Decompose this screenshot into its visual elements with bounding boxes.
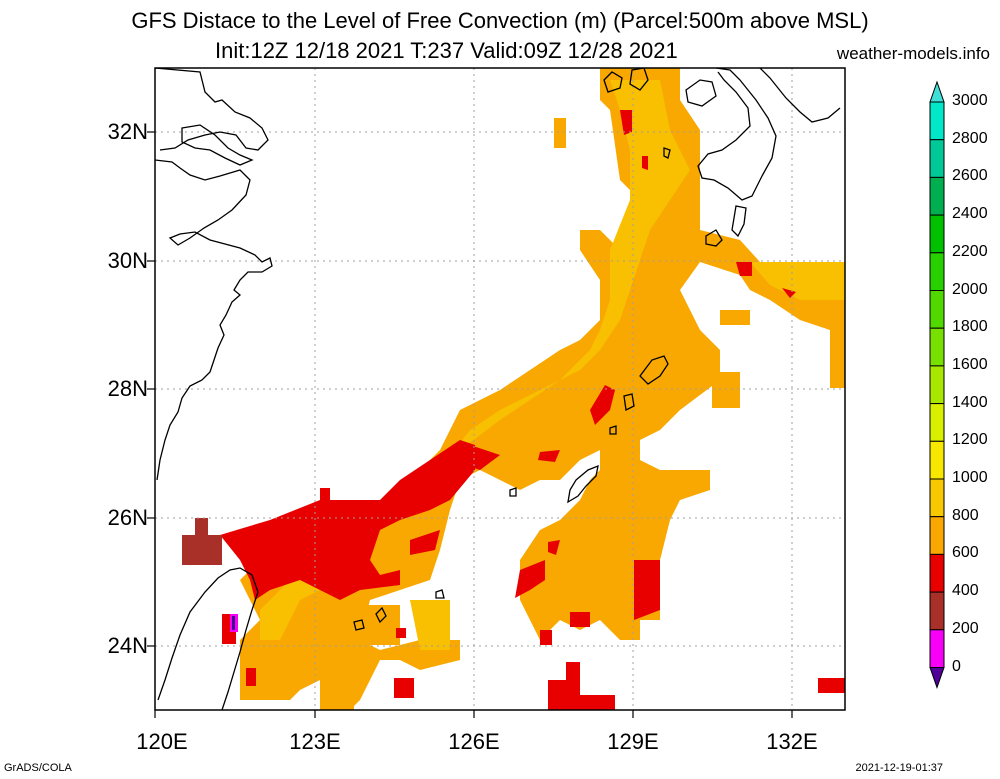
colorbar-label: 200 (952, 619, 979, 637)
colorbar-label: 600 (952, 544, 979, 562)
colorbar-label: 2400 (952, 205, 988, 223)
site-label: weather-models.info (836, 44, 990, 63)
lat-label-30n: 30N (107, 248, 148, 273)
colorbar (929, 80, 945, 690)
colorbar-swatch (929, 176, 945, 216)
grid (155, 68, 845, 710)
colorbar-label: 2000 (952, 280, 988, 298)
colorbar-label: 1600 (952, 355, 988, 373)
footer-timestamp: 2021-12-19-01:37 (855, 762, 943, 774)
field-800-1000 (260, 80, 690, 640)
colorbar-swatch (929, 591, 945, 631)
lon-label-123e: 123E (289, 729, 341, 754)
colorbar-label: 1000 (952, 469, 988, 486)
colorbar-swatch (929, 252, 945, 292)
field-400-600 (220, 440, 475, 600)
colorbar-swatch (929, 440, 945, 480)
chart-subtitle: Init:12Z 12/18 2021 T:237 Valid:09Z 12/2… (215, 38, 678, 63)
colorbar-swatch (929, 516, 945, 555)
colorbar-top-arrow (929, 80, 945, 103)
colorbar-label: 800 (952, 506, 979, 524)
colorbar-swatch (929, 214, 945, 254)
colorbar-swatch (929, 101, 945, 141)
colorbar-label: 2600 (952, 167, 988, 185)
coastlines (155, 68, 841, 710)
footer-credit: GrADS/COLA (4, 762, 72, 774)
colorbar-label: 400 (952, 582, 979, 600)
colorbar-label: 1400 (952, 393, 988, 411)
colorbar-swatch (929, 553, 945, 593)
lon-label-126e: 126E (448, 729, 500, 754)
lon-label-132e: 132E (766, 729, 818, 754)
colorbar-swatch (929, 629, 945, 668)
lon-label-129e: 129E (607, 729, 659, 754)
axis-ticks (147, 131, 793, 718)
lfc-field (182, 68, 845, 710)
lat-label-32n: 32N (107, 119, 148, 144)
colorbar-label: 2200 (952, 242, 988, 260)
chart-title: GFS Distace to the Level of Free Convect… (131, 8, 869, 33)
colorbar-bottom-arrow (929, 667, 945, 690)
colorbar-swatch (929, 327, 945, 367)
colorbar-swatch (929, 290, 945, 329)
colorbar-label: 1800 (952, 318, 988, 336)
colorbar-swatch (929, 478, 945, 518)
colorbar-swatch (929, 365, 945, 405)
field-200-400 (182, 518, 222, 565)
colorbar-label: 3000 (952, 92, 988, 109)
colorbar-swatch (929, 139, 945, 178)
colorbar-label: 1200 (952, 431, 988, 449)
colorbar-label: 2800 (952, 129, 988, 147)
lat-label-26n: 26N (107, 505, 148, 530)
lat-label-24n: 24N (107, 633, 148, 658)
colorbar-swatch (929, 403, 945, 442)
colorbar-label: 0 (952, 657, 961, 675)
lat-label-28n: 28N (107, 376, 148, 401)
lon-label-120e: 120E (136, 729, 188, 754)
